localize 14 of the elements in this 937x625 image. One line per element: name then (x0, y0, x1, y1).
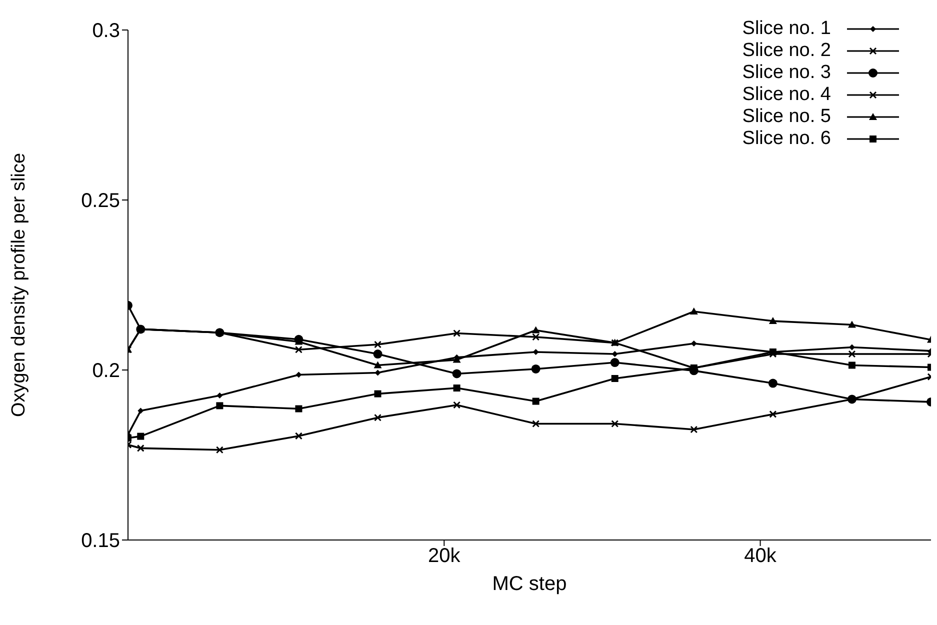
x-tick-label: 40k (744, 545, 778, 568)
legend-label: Slice no. 1 (742, 18, 831, 40)
x-axis-title: MC step (492, 573, 567, 595)
y-tick-label: 0.2 (92, 360, 120, 382)
y-tick-label: 0.3 (92, 20, 120, 42)
legend-label: Slice no. 6 (742, 128, 831, 150)
legend-label: Slice no. 5 (742, 106, 831, 128)
y-axis-title: Oxygen density profile per slice (8, 152, 30, 418)
legend-label: Slice no. 4 (742, 84, 831, 106)
x-tick-label: 20k (428, 545, 462, 568)
y-tick-label: 0.15 (81, 530, 120, 552)
y-tick-label: 0.25 (81, 190, 120, 212)
legend-label: Slice no. 3 (742, 62, 831, 84)
legend-label: Slice no. 2 (742, 40, 831, 62)
